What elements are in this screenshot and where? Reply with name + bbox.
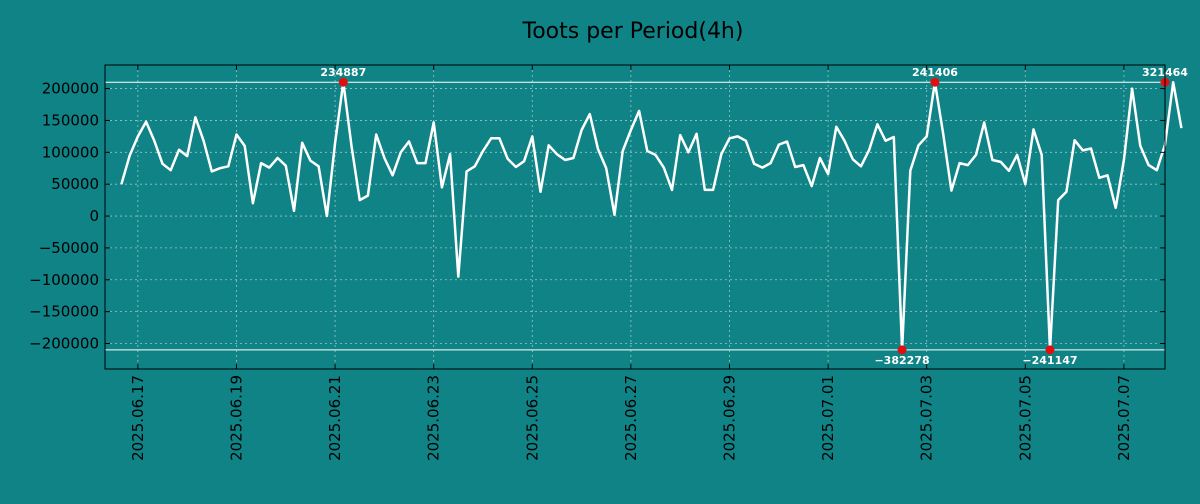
x-tick-label: 2025.07.07 <box>1115 375 1133 461</box>
peak-marker <box>930 77 940 87</box>
x-tick-label: 2025.07.03 <box>918 375 936 461</box>
y-tick-label: −100000 <box>29 271 99 289</box>
y-tick-label: −200000 <box>29 335 99 353</box>
series-layer <box>120 80 1183 352</box>
series-line-toots <box>120 80 1183 352</box>
x-tick-label: 2025.07.05 <box>1016 375 1034 461</box>
peak-label: 241406 <box>912 66 958 79</box>
grid-layer <box>105 65 1165 369</box>
x-tick-label: 2025.06.23 <box>425 375 443 461</box>
peak-marker <box>338 77 348 87</box>
axis-ticks: 200000 150000 100000 50000 0 −50000 −100000 −15… <box>29 65 1165 461</box>
y-tick-label: 150000 <box>42 111 99 129</box>
x-tick-label: 2025.06.19 <box>227 375 245 461</box>
x-tick-label: 2025.06.17 <box>129 375 147 461</box>
y-tick-label: −50000 <box>39 239 99 257</box>
y-tick-label: 100000 <box>42 143 99 161</box>
x-tick-label: 2025.06.21 <box>326 375 344 461</box>
x-tick-label: 2025.06.27 <box>622 375 640 461</box>
y-tick-label: 0 <box>89 207 99 225</box>
peak-marker <box>897 345 907 355</box>
peak-label: −382278 <box>874 354 929 367</box>
plot-frame <box>104 64 1166 370</box>
y-tick-label: 200000 <box>42 80 99 98</box>
peak-marker <box>1045 345 1055 355</box>
y-tick-label: −150000 <box>29 303 99 321</box>
peak-label: 234887 <box>320 66 366 79</box>
x-tick-label: 2025.07.01 <box>819 375 837 461</box>
x-tick-label: 2025.06.29 <box>720 375 738 461</box>
chart-title: Toots per Period(4h) <box>522 19 744 44</box>
clip-lines <box>105 81 1165 351</box>
x-tick-label: 2025.06.25 <box>523 375 541 461</box>
y-tick-label: 50000 <box>51 175 99 193</box>
peak-label: −241147 <box>1022 354 1077 367</box>
